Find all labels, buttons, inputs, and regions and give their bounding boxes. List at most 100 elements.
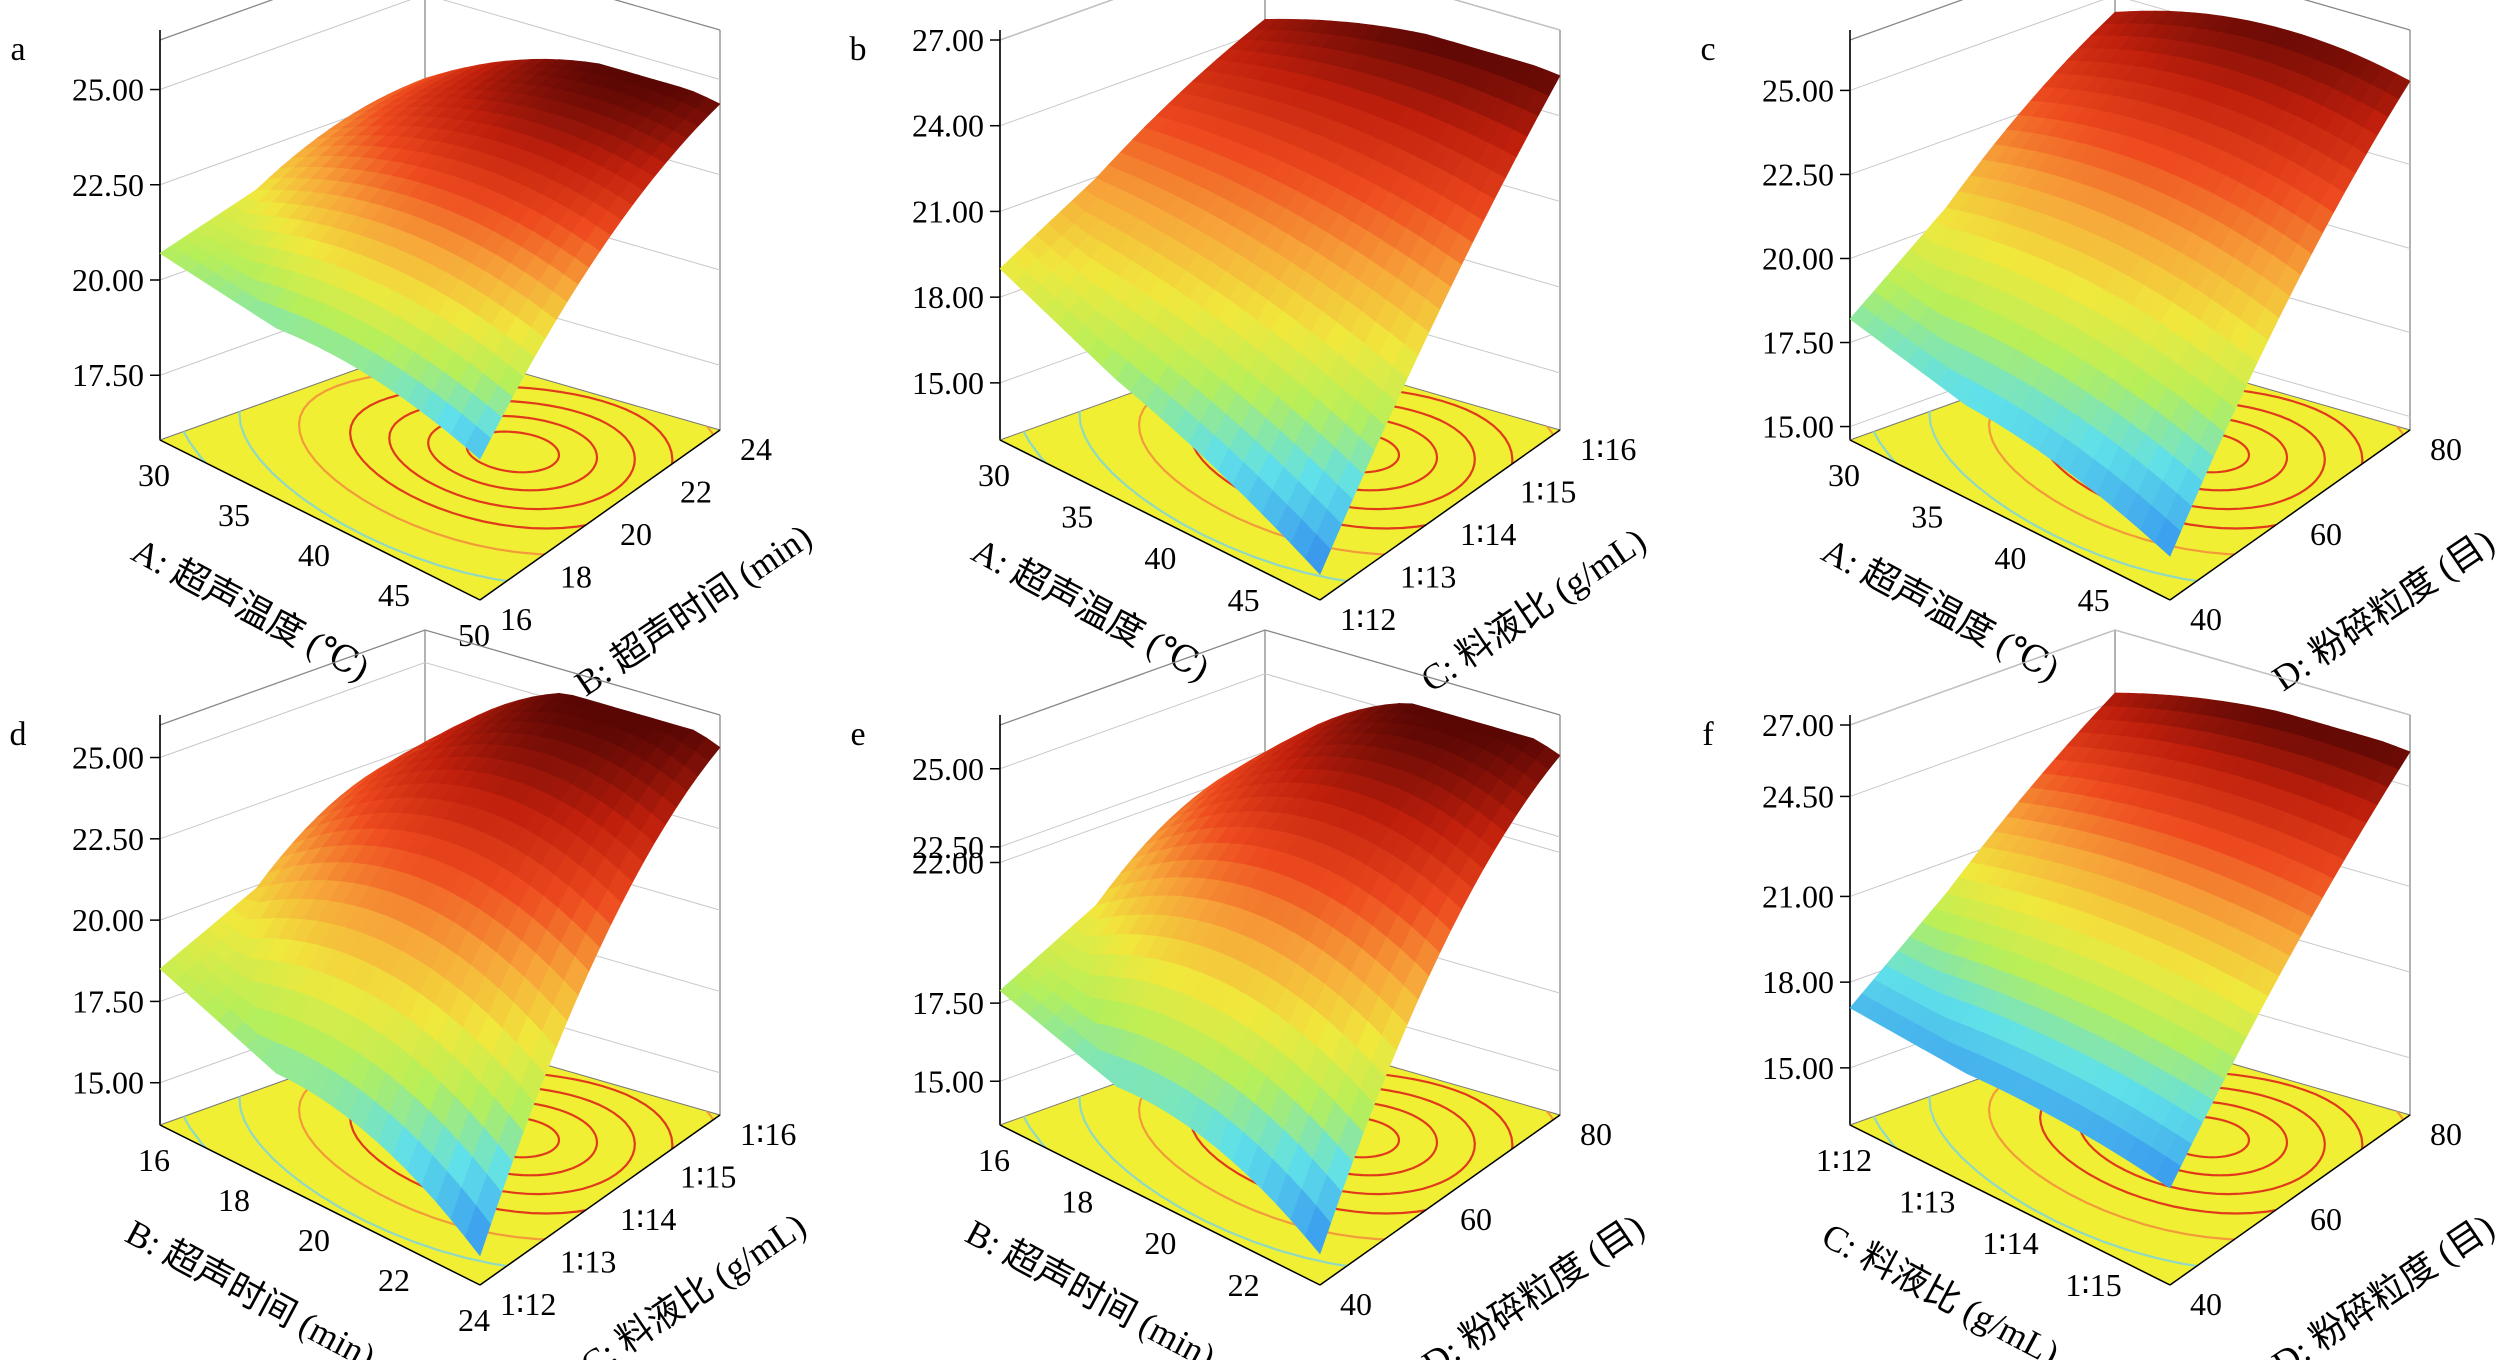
floor-contour-line <box>348 385 674 530</box>
panel-f: 15.00 18.00 21.00 24.50 27.00 1∶12 1∶13 1∶14 1∶1… <box>1702 629 2501 1360</box>
y-tick-label: 60 <box>1460 1201 1492 1237</box>
y-axis <box>1319 1114 1561 1286</box>
z-tick-label: 22.50 <box>72 167 144 203</box>
x-tick-label: 30 <box>1828 457 1860 493</box>
x-axis-label: A: 超声温度 (℃) <box>1815 530 2065 688</box>
y-axis-label: B: 超声时间 (min) <box>568 516 819 703</box>
panel-b: 15.0018.0021.0024.0027.00303540451∶121∶1… <box>850 0 1654 700</box>
x-axis-label: B: 超声时间 (min) <box>119 1212 381 1360</box>
z-tick-label: 20.00 <box>72 902 144 938</box>
y-axis-label: D: 粉碎粒度 (目) <box>2265 521 2501 698</box>
z-tick-label: 22.50 <box>1762 156 1834 192</box>
z-tick-label: 24.50 <box>1762 778 1834 814</box>
y-axis <box>479 1114 721 1286</box>
z-tick-label: 25.00 <box>72 740 144 776</box>
x-tick-label: 35 <box>218 497 250 533</box>
z-tick-label: 15.00 <box>912 365 984 401</box>
z-tick-label: 27.00 <box>912 22 984 58</box>
y-tick-label: 1∶12 <box>1340 601 1396 637</box>
y-tick-label: 24 <box>740 431 772 467</box>
y-axis <box>2169 429 2411 601</box>
x-tick-label: 16 <box>978 1142 1010 1178</box>
x-tick-label: 20 <box>298 1222 330 1258</box>
x-axis <box>159 1124 481 1286</box>
z-tick-label: 17.50 <box>72 983 144 1019</box>
z-tick-label: 21.00 <box>912 193 984 229</box>
x-tick-label: 24 <box>458 1302 490 1338</box>
y-axis-label: D: 粉碎粒度 (目) <box>2265 1206 2501 1360</box>
y-tick-label: 1∶13 <box>1400 559 1456 595</box>
y-axis-label: C: 料液比 (g/mL) <box>1414 520 1654 700</box>
y-tick-label: 1∶14 <box>620 1201 676 1237</box>
y-tick-label: 60 <box>2310 1201 2342 1237</box>
panel-letter: e <box>850 716 865 753</box>
y-tick-label: 40 <box>2190 601 2222 637</box>
z-tick-label: 18.00 <box>912 279 984 315</box>
panel-letter: d <box>10 716 27 753</box>
y-axis-label: D: 粉碎粒度 (目) <box>1415 1206 1651 1360</box>
y-tick-label: 1∶15 <box>680 1159 736 1195</box>
y-tick-label: 60 <box>2310 516 2342 552</box>
x-tick-label: 30 <box>978 457 1010 493</box>
x-tick-label: 40 <box>1994 540 2026 576</box>
response-surface <box>999 18 1561 575</box>
x-axis-label: A: 超声温度 (℃) <box>125 530 375 688</box>
y-tick-label: 22 <box>680 474 712 510</box>
panel-letter: f <box>1702 716 1714 753</box>
z-tick-label: 22.50 <box>912 829 984 865</box>
y-tick-label: 1∶13 <box>560 1244 616 1280</box>
x-axis <box>159 439 481 601</box>
z-tick-label: 15.00 <box>1762 409 1834 445</box>
x-axis-label: B: 超声时间 (min) <box>959 1212 1221 1360</box>
panel-letter: a <box>10 31 25 68</box>
y-tick-label: 1∶12 <box>500 1286 556 1322</box>
z-tick-label: 18.00 <box>1762 964 1834 1000</box>
x-tick-label: 1∶14 <box>1982 1225 2038 1261</box>
response-surface <box>159 58 721 460</box>
x-tick-label: 20 <box>1144 1225 1176 1261</box>
x-tick-label: 1∶12 <box>1816 1142 1872 1178</box>
y-tick-label: 1∶16 <box>1580 431 1636 467</box>
y-tick-label: 1∶16 <box>740 1116 796 1152</box>
z-tick-label: 15.00 <box>1762 1050 1834 1086</box>
x-tick-label: 1∶15 <box>2065 1267 2121 1303</box>
x-axis-label: A: 超声温度 (℃) <box>965 530 1215 688</box>
panel-letter: b <box>850 31 867 68</box>
response-surface <box>159 692 721 1257</box>
z-tick-label: 22.50 <box>72 821 144 857</box>
z-tick-label: 22.00 <box>912 845 984 881</box>
z-tick-label: 25.00 <box>1762 72 1834 108</box>
panel-c: 15.00 17.50 20.00 22.50 25.00 30 35 40 45 40 60 80 A… <box>1700 0 2501 699</box>
y-axis <box>479 429 721 601</box>
z-tick-label: 27.00 <box>1762 707 1834 743</box>
z-tick-label: 25.00 <box>912 751 984 787</box>
z-tick-label: 15.00 <box>912 1063 984 1099</box>
x-tick-label: 18 <box>218 1182 250 1218</box>
x-axis <box>1849 439 2171 601</box>
x-tick-label: 40 <box>1144 540 1176 576</box>
x-tick-label: 45 <box>378 577 410 613</box>
y-tick-label: 40 <box>2190 1286 2222 1322</box>
z-tick-label: 20.00 <box>72 262 144 298</box>
floor-contour-line <box>388 399 636 511</box>
z-tick-label: 15.00 <box>72 1065 144 1101</box>
x-tick-label: 16 <box>138 1142 170 1178</box>
x-tick-label: 1∶13 <box>1899 1184 1955 1220</box>
response-surface <box>1849 692 2411 1189</box>
z-tick-label: 25.00 <box>72 72 144 108</box>
panel-letter: c <box>1700 31 1715 68</box>
z-tick-label: 24.00 <box>912 108 984 144</box>
x-tick-label: 18 <box>1061 1184 1093 1220</box>
y-axis <box>2169 1114 2411 1286</box>
y-axis <box>1319 429 1561 601</box>
y-tick-label: 20 <box>620 516 652 552</box>
x-tick-label: 40 <box>298 537 330 573</box>
z-tick-label: 21.00 <box>1762 878 1834 914</box>
y-tick-label: 80 <box>2430 431 2462 467</box>
response-surface <box>999 703 1561 1255</box>
x-tick-label: 45 <box>2078 582 2110 618</box>
